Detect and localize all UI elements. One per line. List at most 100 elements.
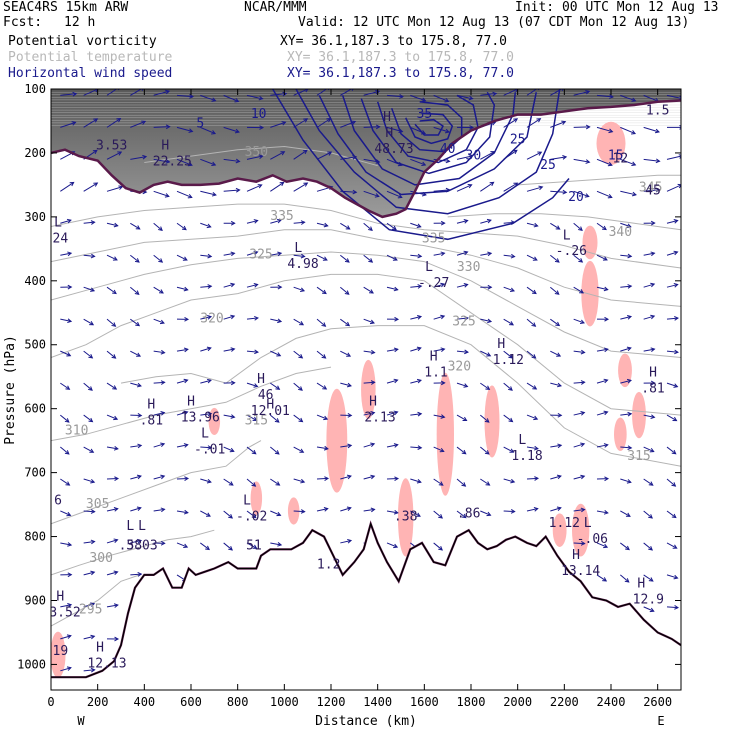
wind-vector [550,222,560,230]
wind-vector [550,350,561,357]
pv-extremum-label: -.27 [418,276,449,291]
pv-extremum-label: 48.73 [374,142,413,157]
wind-vector [106,414,118,420]
wind-vector [83,382,93,391]
wind-vector-head [113,222,119,228]
wind-vector [620,254,632,257]
wind-vector-head [117,151,123,156]
wind-vector-head [580,349,586,355]
wind-vector [60,350,71,357]
y-tick-label: 900 [24,593,46,607]
wind-vector-head [673,383,679,388]
wind-vector-head [648,514,653,519]
pv-extremum-label: 13.14 [561,564,600,579]
wind-vector-head [280,151,286,156]
wind-vector [130,350,141,357]
wind-vector-head [555,321,561,327]
wind-vector-head [579,289,584,294]
wind-vector-head [393,347,399,353]
pv-extremum-label: 46 [258,388,274,403]
positive-pv-region [596,121,626,165]
wind-vector [340,318,350,327]
theta-contour-label: 310 [65,423,88,438]
wind-vector [83,669,95,672]
wind-vector [573,542,585,545]
wind-vector [433,252,445,256]
wind-vector-head [538,185,544,191]
wind-vector [130,573,142,576]
wind-vector-head [649,448,655,453]
wind-vector [176,542,188,548]
wind-vector-head [90,478,96,484]
wind-vector [596,254,608,261]
positive-pv-region [582,225,598,260]
wind-vector [223,478,234,486]
wind-vector [246,94,263,100]
wind-vector [83,182,98,192]
wind-vector-head [347,412,353,418]
wind-vector [293,318,304,326]
wind-vector [573,443,585,448]
pv-extremum-label: 1.12 [549,516,580,531]
wind-vector [316,89,328,96]
wind-vector [573,158,590,163]
wind-vector-head [136,382,142,388]
pv-extremum-label: L [54,215,62,230]
wind-vector [270,151,285,160]
wind-vector [503,318,514,326]
wind-vector-head [211,97,217,102]
wind-vector-head [556,474,562,480]
x-tick-label: 1800 [457,695,486,709]
wind-vector [316,118,331,128]
wind-vector-head [607,161,613,167]
wind-vector [200,254,212,258]
wind-vector [176,348,188,352]
wind-vector [386,444,398,448]
wind-vector [456,251,468,256]
wind-vector-head [351,120,357,125]
wind-vector-head [137,572,143,577]
wind-vector [363,222,373,231]
wind-vector-head [509,287,516,293]
wind-vector-head [603,378,609,384]
pv-extremum-label: H [187,394,195,409]
wind-vector-head [229,447,235,453]
wind-vector [83,478,95,483]
wind-vector-head [393,509,399,515]
wind-vector-head [165,89,171,95]
pv-extremum-label: H [383,110,391,125]
wind-vector-head [206,512,211,517]
wind-vector-head [206,378,212,384]
wind-vector-head [112,385,118,390]
wind-vector-head [114,636,120,642]
wind-vector [503,414,513,422]
wind-vector-head [184,476,190,481]
wind-vector-head [463,219,469,224]
wind-vector-head [415,512,421,517]
wind-vector-head [578,258,584,263]
wind-vector-head [188,128,194,133]
wind-vector-head [374,193,380,198]
wind-vector-head [113,570,119,576]
wind-vector-head [90,570,96,576]
theta-contour-label: 340 [609,225,632,240]
pv-extremum-label: .86 [457,506,480,521]
wind-vector-head [463,283,469,288]
wind-vector [223,94,239,102]
wind-vector [526,286,537,294]
wind-vector [596,158,613,166]
x-axis-west-label: W [77,714,85,728]
y-tick-label: 700 [24,466,46,480]
wind-vector [526,222,538,227]
wind-vector-head [562,189,568,195]
wind-contour-label: 30 [466,148,482,163]
wind-vector [270,121,286,128]
field-pv-xy: XY= 36.1,187.3 to 175.8, 77.0 [280,34,507,49]
wind-vector [433,348,445,352]
pv-extremum-label: L [243,494,251,509]
wind-vector-head [626,223,632,228]
wind-vector-head [631,130,637,135]
wind-vector-head [351,89,354,92]
wind-vector-head [114,476,120,482]
wind-vector [316,477,329,480]
